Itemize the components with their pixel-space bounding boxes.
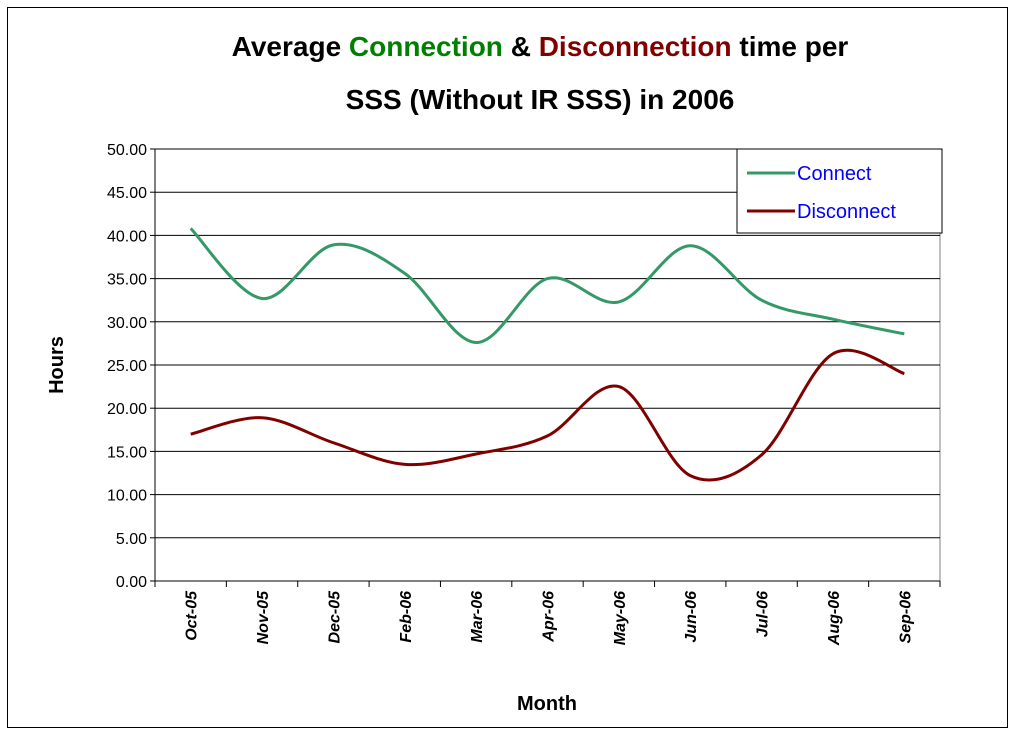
y-axis-label: Hours: [46, 336, 68, 394]
title-part: Average: [232, 31, 349, 62]
x-tick-label: Mar-06: [469, 591, 486, 643]
x-tick-label: Apr-06: [541, 591, 558, 643]
title-part: time per: [732, 31, 849, 62]
y-tick-label: 15.00: [107, 444, 147, 461]
title-part: &: [503, 31, 539, 62]
y-tick-label: 10.00: [107, 488, 147, 505]
title-part: SSS (Without IR SSS) in 2006: [346, 84, 735, 115]
y-tick-label: 30.00: [107, 315, 147, 332]
chart-title: Average Connection & Disconnection time …: [232, 31, 849, 62]
legend-label: Disconnect: [797, 201, 896, 223]
x-tick-label: Nov-05: [255, 590, 272, 644]
x-tick-label: Feb-06: [398, 591, 415, 643]
y-tick-label: 40.00: [107, 228, 147, 245]
y-tick-label: 20.00: [107, 401, 147, 418]
chart-title: SSS (Without IR SSS) in 2006: [346, 84, 735, 115]
legend-label: Connect: [797, 163, 872, 185]
x-tick-label: Oct-05: [184, 590, 201, 641]
y-tick-label: 45.00: [107, 185, 147, 202]
x-tick-label: Aug-06: [826, 591, 843, 646]
y-tick-label: 0.00: [116, 574, 147, 591]
title-part: Disconnection: [539, 31, 732, 62]
y-tick-label: 35.00: [107, 272, 147, 289]
y-tick-label: 5.00: [116, 531, 147, 548]
x-tick-label: May-06: [612, 591, 629, 645]
x-tick-label: Dec-05: [326, 590, 343, 644]
title-part: Connection: [349, 31, 503, 62]
data-line: [189, 227, 905, 345]
x-tick-label: Jul-06: [755, 591, 772, 637]
x-axis-label: Month: [517, 693, 577, 715]
data-line: [190, 348, 905, 482]
y-tick-label: 25.00: [107, 358, 147, 375]
legend: [736, 148, 943, 234]
y-tick-label: 50.00: [107, 142, 147, 159]
x-tick-label: Jun-06: [683, 591, 700, 643]
x-tick-label: Sep-06: [897, 591, 914, 644]
